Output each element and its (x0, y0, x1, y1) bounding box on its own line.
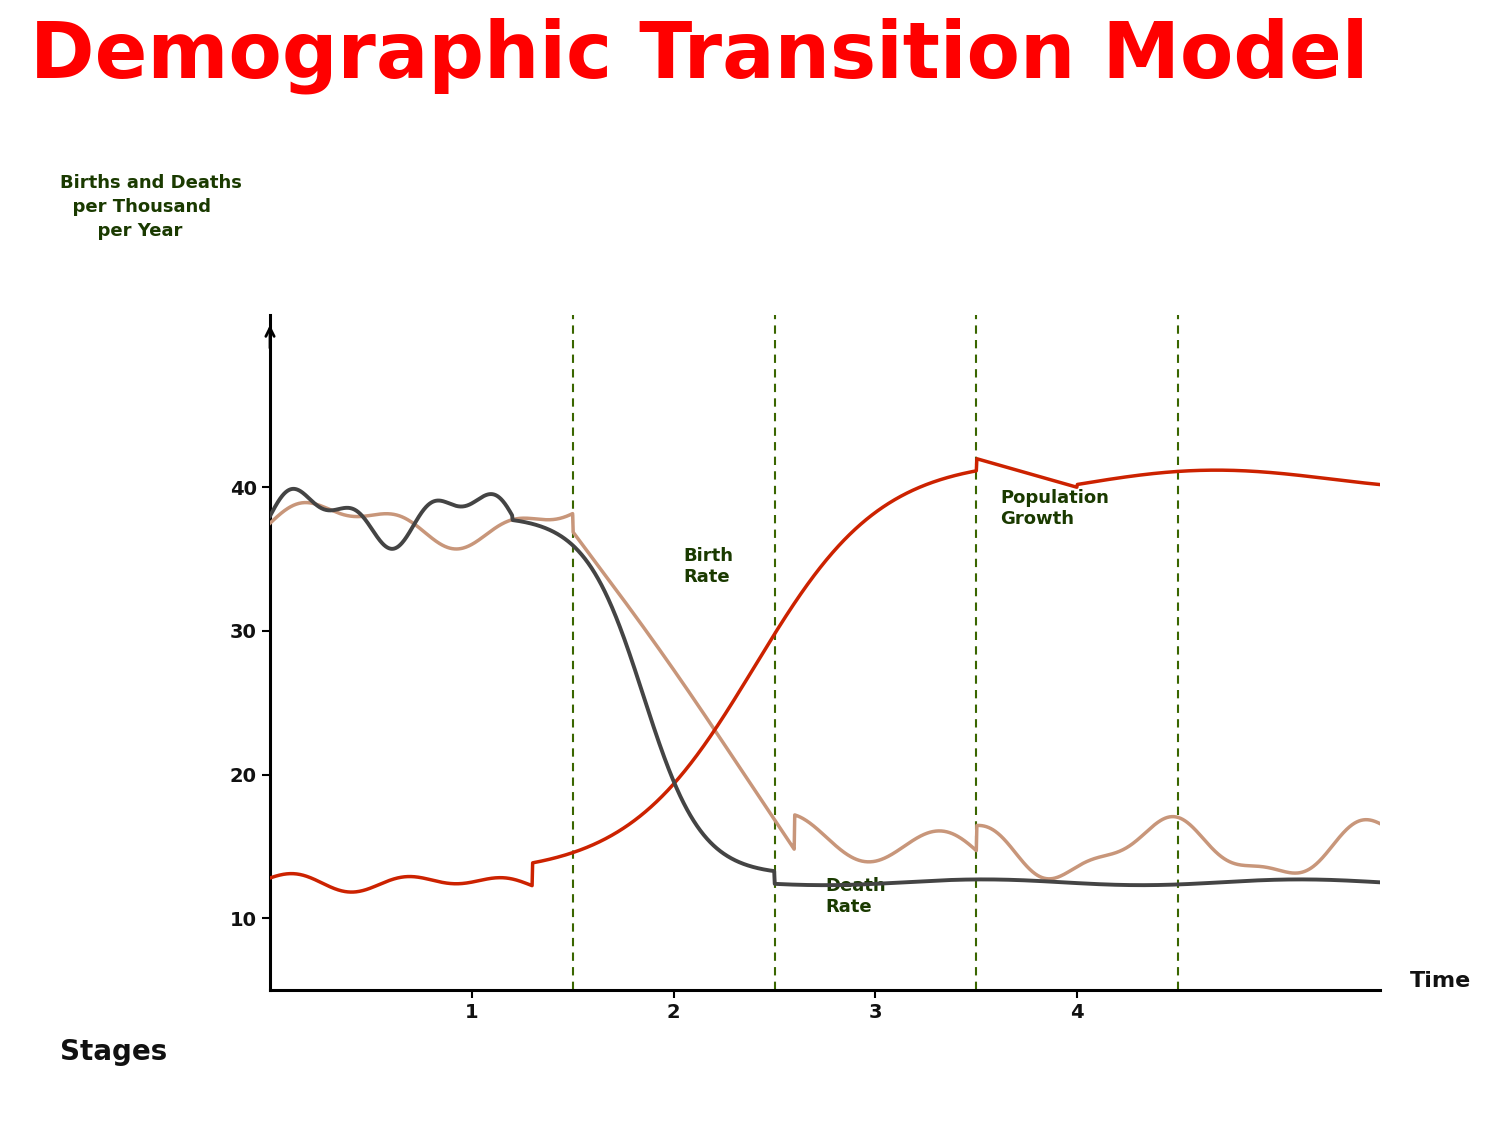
Text: Population
Growth: Population Growth (1000, 489, 1110, 529)
Text: Time: Time (1410, 971, 1472, 991)
Text: Death
Rate: Death Rate (825, 878, 885, 916)
Text: Stages: Stages (60, 1038, 168, 1065)
Text: Birth
Rate: Birth Rate (684, 547, 734, 586)
Text: Demographic Transition Model: Demographic Transition Model (30, 18, 1368, 94)
Text: Births and Deaths
  per Thousand
      per Year: Births and Deaths per Thousand per Year (60, 174, 242, 240)
